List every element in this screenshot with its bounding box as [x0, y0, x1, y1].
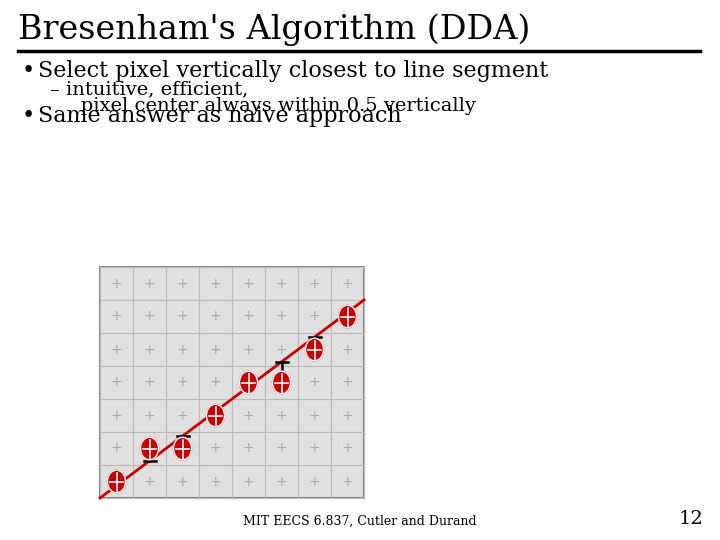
- Text: +: +: [144, 475, 156, 489]
- Text: +: +: [111, 375, 122, 389]
- Text: •: •: [22, 60, 35, 82]
- Ellipse shape: [174, 437, 192, 460]
- Text: +: +: [276, 309, 287, 323]
- Text: +: +: [276, 442, 287, 456]
- Text: Select pixel vertically closest to line segment: Select pixel vertically closest to line …: [38, 60, 548, 82]
- Text: +: +: [210, 276, 221, 291]
- Text: +: +: [309, 375, 320, 389]
- Text: +: +: [243, 408, 254, 422]
- Text: +: +: [176, 475, 189, 489]
- Text: +: +: [342, 475, 354, 489]
- Ellipse shape: [305, 338, 323, 361]
- Text: 12: 12: [678, 510, 703, 528]
- Text: +: +: [243, 342, 254, 356]
- Ellipse shape: [240, 372, 258, 394]
- Text: +: +: [276, 475, 287, 489]
- Text: +: +: [309, 342, 320, 356]
- Text: +: +: [111, 309, 122, 323]
- Text: +: +: [342, 375, 354, 389]
- Ellipse shape: [207, 404, 225, 427]
- Ellipse shape: [272, 372, 290, 394]
- Text: +: +: [243, 475, 254, 489]
- Text: +: +: [176, 276, 189, 291]
- Text: – intuitive, efficient,: – intuitive, efficient,: [50, 80, 248, 98]
- Text: +: +: [276, 408, 287, 422]
- Text: +: +: [210, 309, 221, 323]
- Text: +: +: [176, 375, 189, 389]
- Ellipse shape: [338, 305, 356, 328]
- Ellipse shape: [107, 470, 125, 492]
- Text: +: +: [276, 375, 287, 389]
- Text: +: +: [111, 442, 122, 456]
- Text: +: +: [111, 475, 122, 489]
- Text: +: +: [309, 442, 320, 456]
- Text: +: +: [342, 309, 354, 323]
- Text: Bresenham's Algorithm (DDA): Bresenham's Algorithm (DDA): [18, 13, 531, 46]
- Text: +: +: [176, 408, 189, 422]
- Text: +: +: [309, 408, 320, 422]
- Text: +: +: [342, 408, 354, 422]
- Text: +: +: [111, 342, 122, 356]
- Text: +: +: [144, 442, 156, 456]
- Text: +: +: [243, 375, 254, 389]
- Text: +: +: [176, 442, 189, 456]
- Text: +: +: [210, 375, 221, 389]
- Text: +: +: [111, 276, 122, 291]
- Text: +: +: [144, 408, 156, 422]
- Text: MIT EECS 6.837, Cutler and Durand: MIT EECS 6.837, Cutler and Durand: [243, 515, 477, 528]
- Text: +: +: [176, 309, 189, 323]
- Text: +: +: [210, 342, 221, 356]
- Text: Same answer as naive approach: Same answer as naive approach: [38, 105, 402, 127]
- Text: +: +: [342, 442, 354, 456]
- Text: +: +: [243, 309, 254, 323]
- Text: +: +: [144, 309, 156, 323]
- Text: •: •: [22, 105, 35, 127]
- Text: +: +: [243, 442, 254, 456]
- Text: +: +: [144, 276, 156, 291]
- Text: +: +: [144, 375, 156, 389]
- Text: +: +: [176, 342, 189, 356]
- Text: +: +: [342, 276, 354, 291]
- Text: +: +: [342, 342, 354, 356]
- Text: +: +: [210, 408, 221, 422]
- Ellipse shape: [140, 437, 158, 460]
- Text: +: +: [276, 342, 287, 356]
- Text: +: +: [309, 309, 320, 323]
- Text: +: +: [111, 408, 122, 422]
- Text: +: +: [276, 276, 287, 291]
- Text: +: +: [210, 442, 221, 456]
- Bar: [100, 267, 364, 498]
- Text: +: +: [210, 475, 221, 489]
- Text: +: +: [144, 342, 156, 356]
- Text: +: +: [243, 276, 254, 291]
- Text: +: +: [309, 276, 320, 291]
- Text: pixel center always within 0.5 vertically: pixel center always within 0.5 verticall…: [62, 97, 476, 115]
- Text: +: +: [309, 475, 320, 489]
